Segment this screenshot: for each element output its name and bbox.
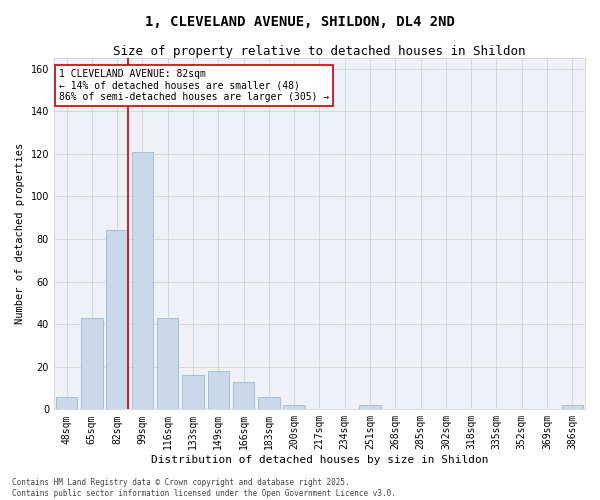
Bar xyxy=(81,318,103,410)
Bar xyxy=(131,152,153,410)
Bar xyxy=(182,376,204,410)
X-axis label: Distribution of detached houses by size in Shildon: Distribution of detached houses by size … xyxy=(151,455,488,465)
Bar xyxy=(106,230,128,410)
Text: Contains HM Land Registry data © Crown copyright and database right 2025.
Contai: Contains HM Land Registry data © Crown c… xyxy=(12,478,396,498)
Bar xyxy=(258,396,280,409)
Bar xyxy=(359,405,381,409)
Bar xyxy=(562,405,583,409)
Y-axis label: Number of detached properties: Number of detached properties xyxy=(15,143,25,324)
Bar xyxy=(283,405,305,409)
Bar xyxy=(56,396,77,409)
Bar xyxy=(208,371,229,410)
Title: Size of property relative to detached houses in Shildon: Size of property relative to detached ho… xyxy=(113,45,526,58)
Bar xyxy=(233,382,254,409)
Text: 1, CLEVELAND AVENUE, SHILDON, DL4 2ND: 1, CLEVELAND AVENUE, SHILDON, DL4 2ND xyxy=(145,15,455,29)
Text: 1 CLEVELAND AVENUE: 82sqm
← 14% of detached houses are smaller (48)
86% of semi-: 1 CLEVELAND AVENUE: 82sqm ← 14% of detac… xyxy=(59,68,329,102)
Bar xyxy=(157,318,178,410)
